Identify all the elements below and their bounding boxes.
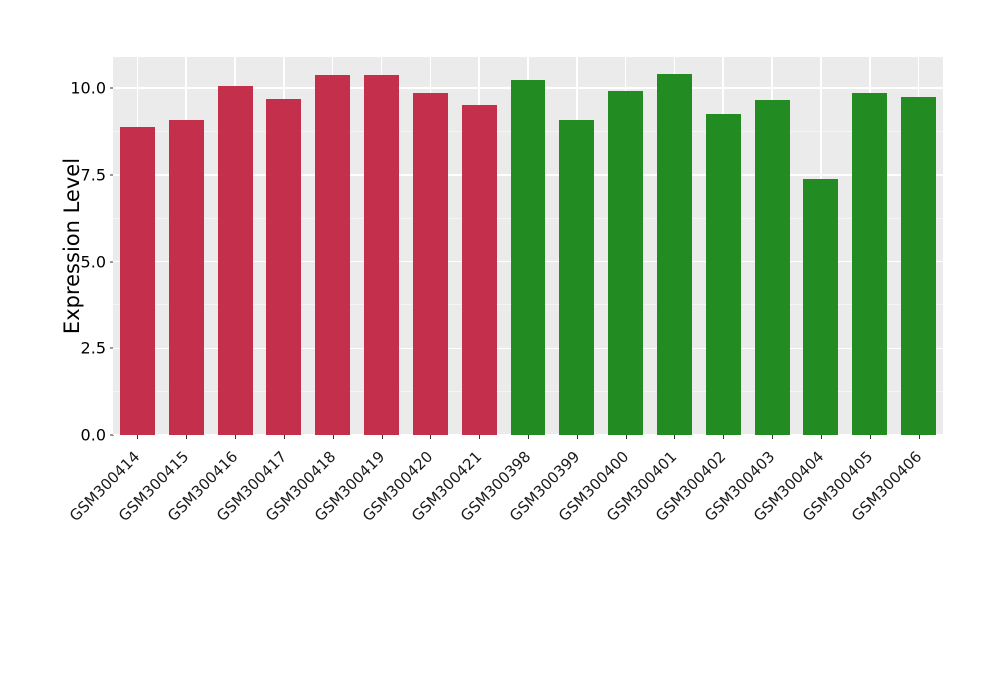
bar (559, 120, 595, 435)
x-axis-labels: GSM300414 GSM300415 GSM300416 GSM300417 GSM3… (66, 448, 924, 525)
x-tick-mark (430, 435, 432, 439)
bar (168, 119, 204, 435)
y-tick-label: 0.0 (80, 425, 106, 445)
bar (705, 113, 741, 435)
bar (119, 127, 155, 435)
x-tick-mark (576, 435, 578, 439)
x-tick-mark (723, 435, 725, 439)
bar-chart: Expression Level 0.0 2.5 5.0 7.5 10.0 GSM300… (42, 0, 943, 580)
bar (803, 179, 839, 435)
x-tick-mark (283, 435, 285, 439)
y-tick-mark (110, 261, 114, 263)
bar (608, 91, 644, 435)
bar (461, 105, 497, 435)
x-tick-mark (918, 435, 920, 439)
bar (754, 100, 790, 435)
x-tick-mark (625, 435, 627, 439)
x-axis (113, 435, 943, 441)
bar (852, 93, 888, 435)
bar (217, 86, 253, 435)
y-tick-label: 5.0 (80, 252, 106, 272)
bar (266, 99, 302, 435)
y-tick-mark (110, 434, 114, 436)
x-tick-mark (137, 435, 139, 439)
x-tick-mark (674, 435, 676, 439)
y-tick-mark (110, 87, 114, 89)
x-tick-mark (528, 435, 529, 439)
x-tick-mark (332, 435, 334, 439)
x-tick-mark (186, 435, 188, 439)
plot-panel (113, 57, 943, 435)
y-tick-mark (110, 347, 114, 349)
bar (315, 75, 351, 435)
y-tick-label: 2.5 (80, 338, 106, 358)
bar (364, 75, 399, 435)
x-tick-mark (479, 435, 481, 439)
y-tick-label: 7.5 (80, 165, 106, 185)
y-tick-label: 10.0 (70, 78, 106, 98)
x-tick-mark (381, 435, 383, 439)
x-tick-mark (235, 435, 237, 439)
x-tick-mark (772, 435, 774, 439)
bar (412, 92, 448, 435)
x-tick-mark (869, 435, 871, 439)
bar (657, 74, 692, 435)
bar (510, 79, 546, 435)
y-tick-mark (110, 174, 114, 176)
x-tick-mark (820, 435, 822, 439)
bar (901, 97, 937, 435)
y-axis: 0.0 2.5 5.0 7.5 10.0 (42, 0, 114, 580)
